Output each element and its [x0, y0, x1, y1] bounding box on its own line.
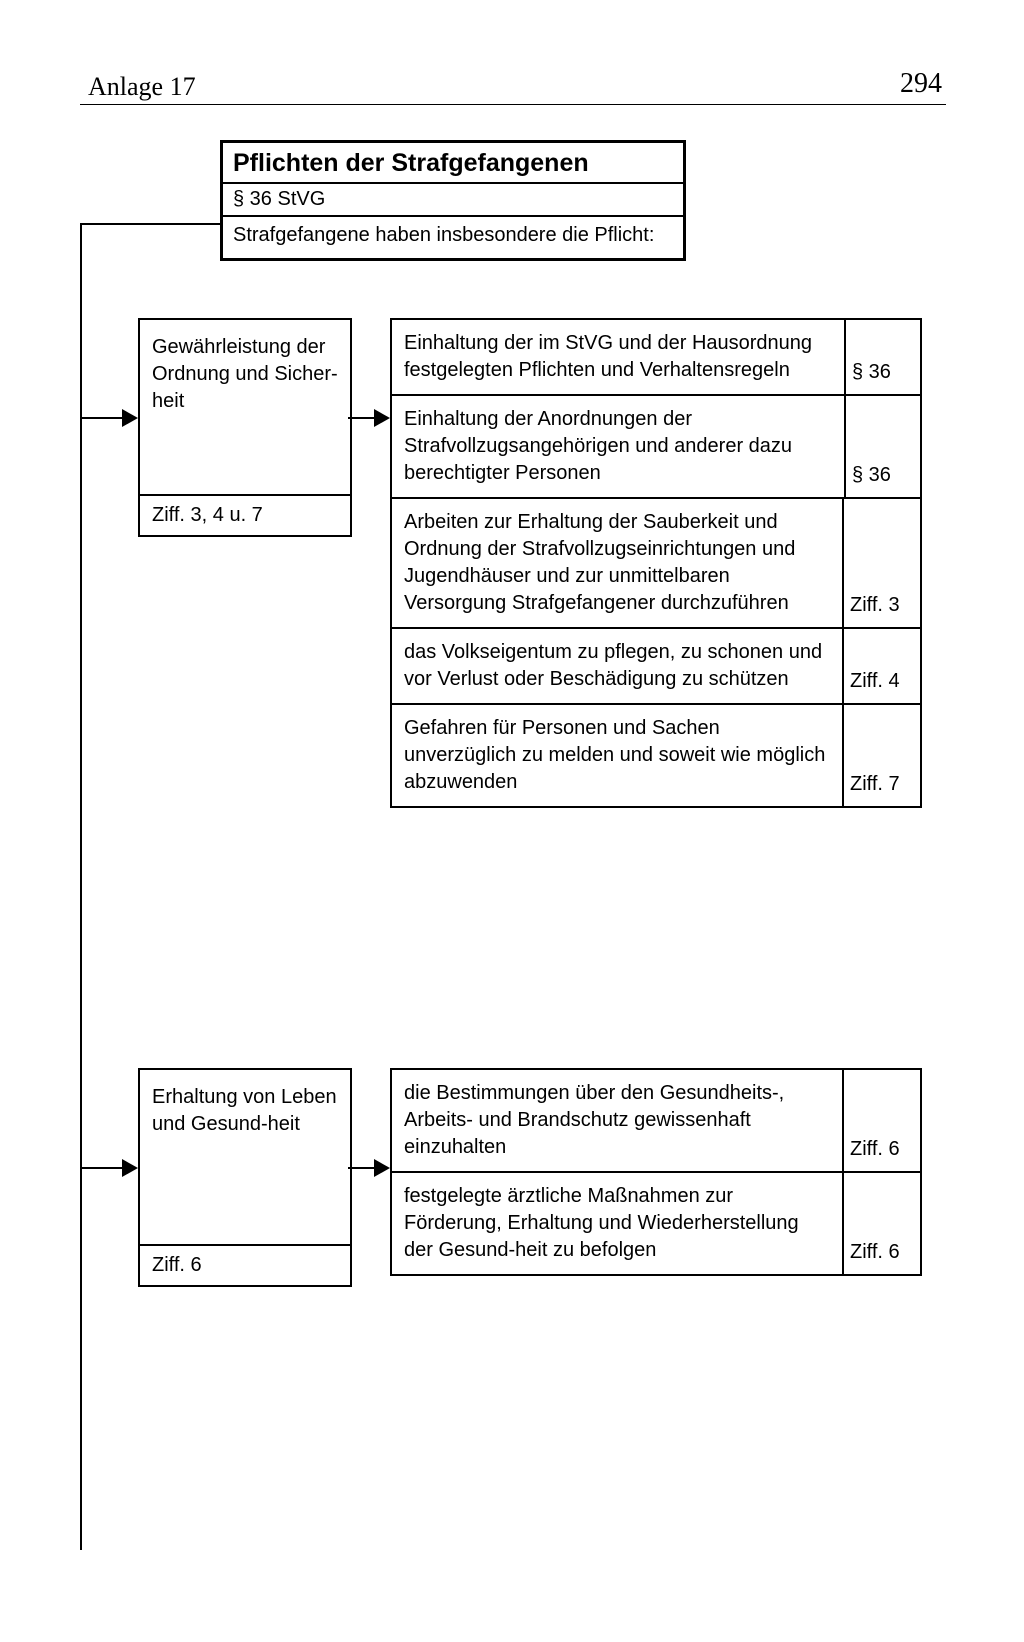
detail-row: Gefahren für Personen und Sachen unverzü… — [392, 703, 920, 806]
arrow-icon — [374, 409, 390, 427]
detail-text: Einhaltung der im StVG und der Hausordnu… — [392, 320, 846, 394]
arrow-icon — [122, 409, 138, 427]
detail-row: Arbeiten zur Erhaltung der Sauberkeit un… — [392, 497, 920, 627]
detail-ref: Ziff. 6 — [844, 1070, 920, 1171]
arrow-icon — [122, 1159, 138, 1177]
detail-row: die Bestimmungen über den Gesundheits-, … — [392, 1070, 920, 1171]
title-sub: § 36 StVG — [223, 184, 683, 217]
detail-text: die Bestimmungen über den Gesundheits-, … — [392, 1070, 844, 1171]
detail-table-1: Einhaltung der im StVG und der Hausordnu… — [390, 318, 922, 808]
detail-text: festgelegte ärztliche Maßnahmen zur Förd… — [392, 1173, 844, 1274]
detail-text: Gefahren für Personen und Sachen unverzü… — [392, 705, 844, 806]
category-box-2: Erhaltung von Leben und Gesund-heit Ziff… — [138, 1068, 352, 1287]
detail-table-2: die Bestimmungen über den Gesundheits-, … — [390, 1068, 922, 1276]
title-box: Pflichten der Strafgefangenen § 36 StVG … — [220, 140, 686, 261]
detail-row: festgelegte ärztliche Maßnahmen zur Förd… — [392, 1171, 920, 1274]
detail-ref: Ziff. 3 — [844, 499, 920, 627]
connector-line — [80, 417, 124, 419]
detail-row: Einhaltung der im StVG und der Hausordnu… — [392, 320, 920, 394]
arrow-icon — [374, 1159, 390, 1177]
category-1-ref: Ziff. 3, 4 u. 7 — [140, 494, 350, 535]
detail-text: Arbeiten zur Erhaltung der Sauberkeit un… — [392, 499, 844, 627]
detail-text: das Volkseigentum zu pflegen, zu schonen… — [392, 629, 844, 703]
title-body: Strafgefangene haben insbesondere die Pf… — [223, 217, 683, 258]
page: Anlage 17 294 Pflichten der Strafgefange… — [0, 0, 1024, 1642]
detail-text: Einhaltung der Anordnungen der Strafvoll… — [392, 396, 846, 497]
detail-ref: § 36 — [846, 320, 920, 394]
connector-line — [348, 1167, 376, 1169]
title-heading: Pflichten der Strafgefangenen — [223, 143, 683, 184]
detail-row: das Volkseigentum zu pflegen, zu schonen… — [392, 627, 920, 703]
category-2-text: Erhaltung von Leben und Gesund-heit — [140, 1070, 350, 1244]
header-left: Anlage 17 — [88, 72, 196, 102]
detail-ref: Ziff. 6 — [844, 1173, 920, 1274]
connector-spine — [80, 223, 82, 1550]
connector-line — [80, 223, 220, 225]
detail-row: Einhaltung der Anordnungen der Strafvoll… — [392, 394, 920, 497]
header-rule — [80, 104, 946, 105]
detail-ref: § 36 — [846, 396, 920, 497]
category-1-text: Gewährleistung der Ordnung und Sicher-he… — [140, 320, 350, 494]
detail-ref: Ziff. 7 — [844, 705, 920, 806]
connector-line — [80, 1167, 124, 1169]
category-box-1: Gewährleistung der Ordnung und Sicher-he… — [138, 318, 352, 537]
detail-ref: Ziff. 4 — [844, 629, 920, 703]
header-right: 294 — [900, 68, 942, 100]
connector-line — [348, 417, 376, 419]
category-2-ref: Ziff. 6 — [140, 1244, 350, 1285]
